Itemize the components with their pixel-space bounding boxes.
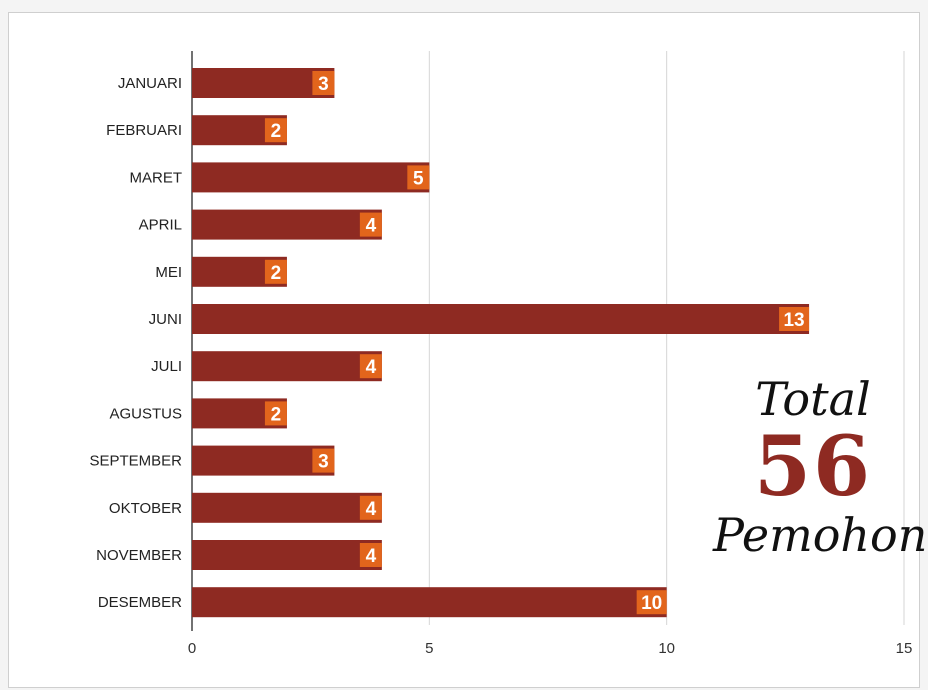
bar-juni: [192, 304, 810, 334]
x-tick-label-10: 10: [658, 640, 675, 657]
chart-frame: 0 5 10 15 3 JANUARI 2 FEBRUARI 5 MARET 4 APRIL 2 MEI 1…: [8, 12, 928, 688]
bar-value-label-maret: 5: [413, 168, 424, 189]
bar-value-label-desember: 10: [641, 593, 662, 614]
total-word: Total: [755, 372, 871, 426]
category-label-januari: JANUARI: [118, 75, 182, 92]
bar-value-box-januari: [312, 71, 335, 95]
bar-april: [192, 209, 382, 240]
bar-value-box-april: [359, 212, 382, 237]
bar-value-box-agustus: [264, 401, 287, 426]
x-tick-label-15: 15: [896, 640, 913, 657]
total-unit-word: Pemohon: [713, 508, 928, 562]
bar-value-box-november: [359, 543, 382, 567]
bar-value-label-januari: 3: [318, 74, 329, 95]
bar-value-box-februari: [264, 118, 287, 143]
bar-value-label-oktober: 4: [366, 499, 377, 520]
bar-value-box-juni: [779, 307, 810, 331]
bar-chart: 0 5 10 15 3 JANUARI 2 FEBRUARI 5 MARET 4 APRIL 2 MEI 1…: [89, 51, 913, 657]
bar-desember: [192, 587, 667, 618]
category-label-februari: FEBRUARI: [106, 122, 182, 139]
category-label-juni: JUNI: [149, 311, 182, 328]
bar-value-label-november: 4: [366, 546, 377, 567]
x-tick-label-5: 5: [425, 640, 433, 657]
category-label-desember: DESEMBER: [98, 594, 182, 611]
category-label-september: SEPTEMBER: [89, 453, 182, 470]
bar-oktober: [192, 492, 382, 523]
bar-value-box-maret: [407, 165, 430, 190]
category-label-oktober: OKTOBER: [109, 500, 182, 517]
total-number: 56: [753, 419, 873, 515]
bar-value-label-april: 4: [366, 216, 377, 237]
bar-value-box-mei: [264, 259, 287, 284]
bar-value-label-mei: 2: [271, 263, 282, 284]
bar-value-label-juni: 13: [783, 310, 804, 331]
bar-januari: [192, 68, 335, 98]
bar-value-box-desember: [636, 590, 667, 615]
category-label-agustus: AGUSTUS: [109, 405, 182, 422]
bar-value-label-juli: 4: [366, 357, 377, 378]
bar-value-box-juli: [359, 354, 382, 379]
category-label-juli: JULI: [151, 358, 182, 375]
bar-november: [192, 540, 382, 570]
bar-value-label-februari: 2: [271, 121, 282, 142]
total-annotation: Total 56 Pemohon: [713, 372, 928, 562]
category-label-november: NOVEMBER: [96, 547, 182, 564]
category-label-maret: MARET: [130, 169, 183, 186]
bar-value-box-oktober: [359, 495, 382, 520]
bar-value-label-agustus: 2: [271, 404, 282, 425]
category-label-mei: MEI: [155, 264, 182, 281]
category-label-april: APRIL: [139, 217, 182, 234]
bar-september: [192, 445, 335, 476]
bar-maret: [192, 162, 430, 193]
x-tick-label-0: 0: [188, 640, 196, 657]
bar-value-box-september: [312, 448, 335, 473]
bar-value-label-september: 3: [318, 452, 329, 473]
bar-juli: [192, 351, 382, 382]
